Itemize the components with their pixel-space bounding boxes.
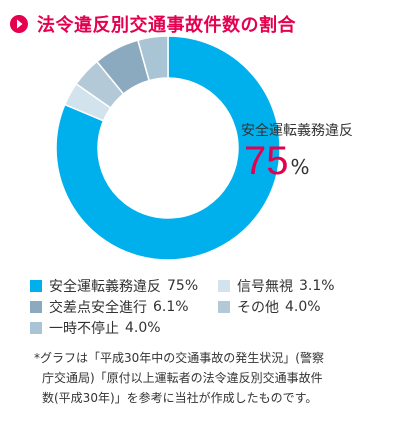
legend-swatch [218,280,230,292]
donut-slice [136,35,169,82]
legend-swatch [30,322,42,334]
legend-label: 安全運転義務違反 [49,279,161,295]
footnote-line: *グラフは「平成30年中の交通事故の発生状況」(警察 [34,351,324,365]
footnote-line: 庁交通局)「原付以上運転者の法令違反別交通事故件 [42,371,323,385]
callout-number: 75 [244,139,289,183]
legend-label: その他 [237,300,279,316]
legend-value: 6.1% [153,299,189,315]
legend-value: 4.0% [125,320,161,336]
callout-value: 75 % [244,141,310,181]
donut-chart [55,35,281,261]
footnote-line: 数(平成30年)」を参考に当社が作成したものです。 [42,391,318,405]
legend-label: 一時不停止 [49,321,119,337]
legend-item: 安全運転義務違反 75% [30,276,198,296]
footnote: *グラフは「平成30年中の交通事故の発生状況」(警察 庁交通局)「原付以上運転者… [34,348,384,408]
legend-item: 信号無視 3.1% [218,276,335,296]
legend-swatch [218,301,230,313]
legend-item: その他 4.0% [218,297,321,317]
legend-label: 信号無視 [237,279,293,295]
legend-swatch [30,280,42,292]
play-circle-icon [10,15,28,33]
legend-value: 4.0% [285,299,321,315]
callout-label: 安全運転義務違反 [241,123,353,139]
chart-title: 法令違反別交通事故件数の割合 [37,15,296,36]
callout-unit: % [290,155,310,179]
legend-value: 75% [167,278,199,294]
section-header: 法令違反別交通事故件数の割合 [9,11,296,37]
legend-item: 交差点安全進行 6.1% [30,297,189,317]
legend-label: 交差点安全進行 [49,300,147,316]
legend-item: 一時不停止 4.0% [30,318,161,338]
legend-swatch [30,301,42,313]
donut-slice [55,35,281,261]
legend-value: 3.1% [299,278,335,294]
